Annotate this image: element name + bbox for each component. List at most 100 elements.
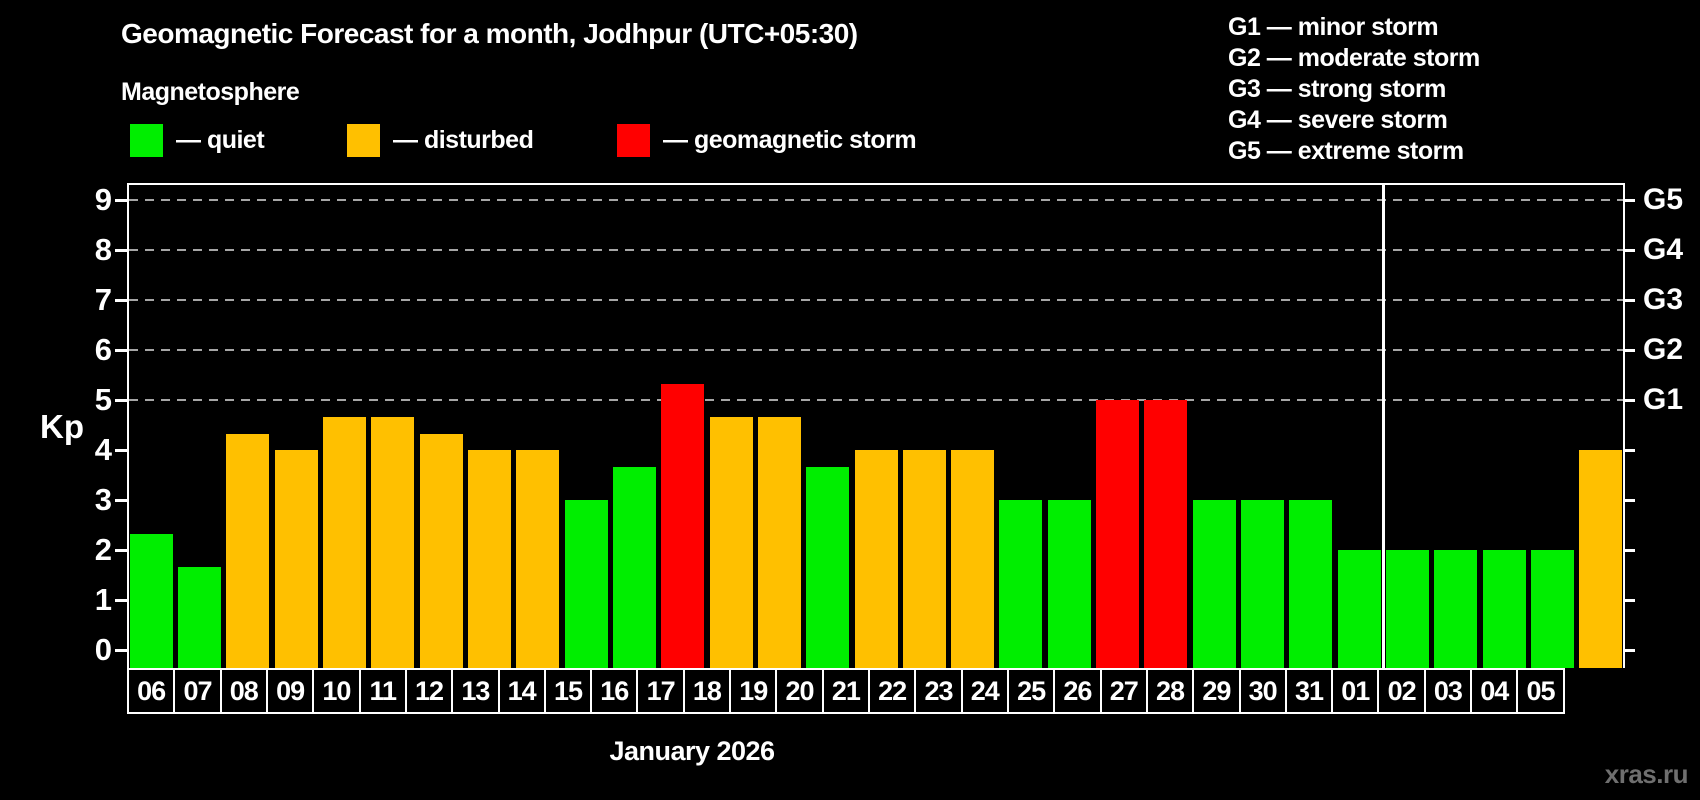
x-label-25: 25 bbox=[1006, 668, 1056, 714]
plot-frame-left bbox=[127, 183, 129, 668]
y-tick-7 bbox=[115, 298, 127, 302]
y-tick-5 bbox=[115, 398, 127, 402]
y-tick-0 bbox=[115, 648, 127, 652]
bar-day-27 bbox=[1144, 400, 1188, 668]
storm-scale-g4: G4 — severe storm bbox=[1228, 106, 1448, 134]
x-label-01: 01 bbox=[1331, 668, 1380, 714]
right-tick-5 bbox=[1623, 398, 1635, 402]
bar-day-09 bbox=[274, 450, 318, 668]
bar-day-17 bbox=[661, 383, 705, 668]
x-label-16: 16 bbox=[590, 668, 639, 714]
bar-day-18 bbox=[709, 416, 753, 668]
plot-frame-top bbox=[127, 183, 1625, 185]
right-axis-label-g4: G4 bbox=[1643, 233, 1684, 266]
bar-day-20 bbox=[806, 466, 850, 668]
y-tick-1 bbox=[115, 598, 127, 602]
right-axis-label-g3: G3 bbox=[1643, 283, 1684, 316]
storm-scale-g2: G2 — moderate storm bbox=[1228, 44, 1480, 72]
y-tick-3 bbox=[115, 498, 127, 502]
y-axis-title: Kp bbox=[40, 408, 84, 445]
legend-label-disturbed: — disturbed bbox=[393, 126, 534, 154]
x-label-02: 02 bbox=[1377, 668, 1426, 714]
bar-day-01 bbox=[1386, 550, 1430, 668]
bar-day-02 bbox=[1434, 550, 1478, 668]
right-tick-7 bbox=[1623, 298, 1635, 302]
right-tick-1 bbox=[1623, 598, 1635, 602]
watermark: xras.ru bbox=[1604, 759, 1689, 789]
right-tick-2 bbox=[1623, 548, 1635, 552]
storm-swatch-icon bbox=[617, 124, 650, 157]
x-label-06: 06 bbox=[127, 668, 176, 714]
bar-day-13 bbox=[467, 450, 511, 668]
disturbed-swatch-icon bbox=[347, 124, 380, 157]
legend-label-storm: — geomagnetic storm bbox=[663, 126, 917, 154]
gridline-kp8 bbox=[129, 249, 1623, 251]
x-label-04: 04 bbox=[1470, 668, 1519, 714]
x-axis-labels: 06 07 08 09 10 11 12 13 14 15 16 17 18 19 20 21 22 23 24 25… bbox=[127, 668, 1625, 714]
bar-day-11 bbox=[371, 416, 415, 668]
right-tick-4 bbox=[1623, 448, 1635, 452]
x-label-31: 31 bbox=[1284, 668, 1334, 714]
bar-day-04 bbox=[1531, 550, 1575, 668]
bar-day-28 bbox=[1192, 500, 1236, 668]
x-label-30: 30 bbox=[1238, 668, 1287, 714]
x-label-21: 21 bbox=[821, 668, 870, 714]
gridline-kp5 bbox=[129, 399, 1623, 401]
gridline-kp9 bbox=[129, 199, 1623, 201]
x-label-11: 11 bbox=[358, 668, 407, 714]
x-axis-title: January 2026 bbox=[609, 736, 775, 766]
y-tick-label-8: 8 bbox=[94, 232, 112, 267]
y-tick-label-2: 2 bbox=[94, 532, 112, 567]
y-tick-label-6: 6 bbox=[94, 332, 112, 367]
bar-day-31 bbox=[1337, 550, 1381, 668]
bar-day-30 bbox=[1289, 500, 1333, 668]
x-label-08: 08 bbox=[219, 668, 268, 714]
y-tick-6 bbox=[115, 348, 127, 352]
y-tick-label-5: 5 bbox=[94, 382, 112, 417]
bar-day-25 bbox=[1047, 500, 1091, 668]
bar-day-19 bbox=[757, 416, 801, 668]
x-label-07: 07 bbox=[173, 668, 222, 714]
x-label-26: 26 bbox=[1053, 668, 1102, 714]
bar-day-10 bbox=[322, 416, 366, 668]
bar-day-24 bbox=[999, 500, 1043, 668]
x-label-13: 13 bbox=[451, 668, 500, 714]
storm-scale-g5: G5 — extreme storm bbox=[1228, 137, 1464, 165]
storm-scale-g1: G1 — minor storm bbox=[1228, 13, 1439, 41]
legend-item-disturbed: — disturbed bbox=[347, 123, 534, 158]
right-axis-label-g2: G2 bbox=[1643, 333, 1684, 366]
x-label-20: 20 bbox=[775, 668, 824, 714]
bar-day-16 bbox=[612, 466, 656, 668]
x-label-05: 05 bbox=[1516, 668, 1565, 714]
y-tick-label-0: 0 bbox=[94, 632, 112, 667]
bar-day-06 bbox=[129, 533, 173, 668]
y-tick-8 bbox=[115, 248, 127, 252]
quiet-swatch-icon bbox=[130, 124, 163, 157]
storm-scale-g3: G3 — strong storm bbox=[1228, 75, 1446, 103]
x-label-18: 18 bbox=[682, 668, 732, 714]
legend-item-quiet: — quiet bbox=[130, 123, 265, 158]
y-tick-4 bbox=[115, 448, 127, 452]
x-label-24: 24 bbox=[960, 668, 1009, 714]
right-axis-label-g5: G5 bbox=[1643, 183, 1684, 216]
x-label-22: 22 bbox=[868, 668, 917, 714]
bar-day-29 bbox=[1241, 500, 1285, 668]
plot-area bbox=[127, 183, 1625, 668]
x-label-12: 12 bbox=[404, 668, 454, 714]
bar-day-15 bbox=[564, 500, 608, 668]
x-label-09: 09 bbox=[265, 668, 315, 714]
right-tick-6 bbox=[1623, 348, 1635, 352]
right-tick-3 bbox=[1623, 498, 1635, 502]
y-tick-9 bbox=[115, 198, 127, 202]
x-label-29: 29 bbox=[1192, 668, 1241, 714]
gridline-kp7 bbox=[129, 299, 1623, 301]
y-tick-2 bbox=[115, 548, 127, 552]
legend-item-storm: — geomagnetic storm bbox=[617, 123, 917, 158]
plot-frame-right bbox=[1623, 183, 1625, 668]
x-label-28: 28 bbox=[1145, 668, 1195, 714]
x-label-23: 23 bbox=[914, 668, 963, 714]
x-label-17: 17 bbox=[636, 668, 685, 714]
x-label-19: 19 bbox=[729, 668, 778, 714]
bar-day-26 bbox=[1096, 400, 1140, 668]
gridline-kp6 bbox=[129, 349, 1623, 351]
